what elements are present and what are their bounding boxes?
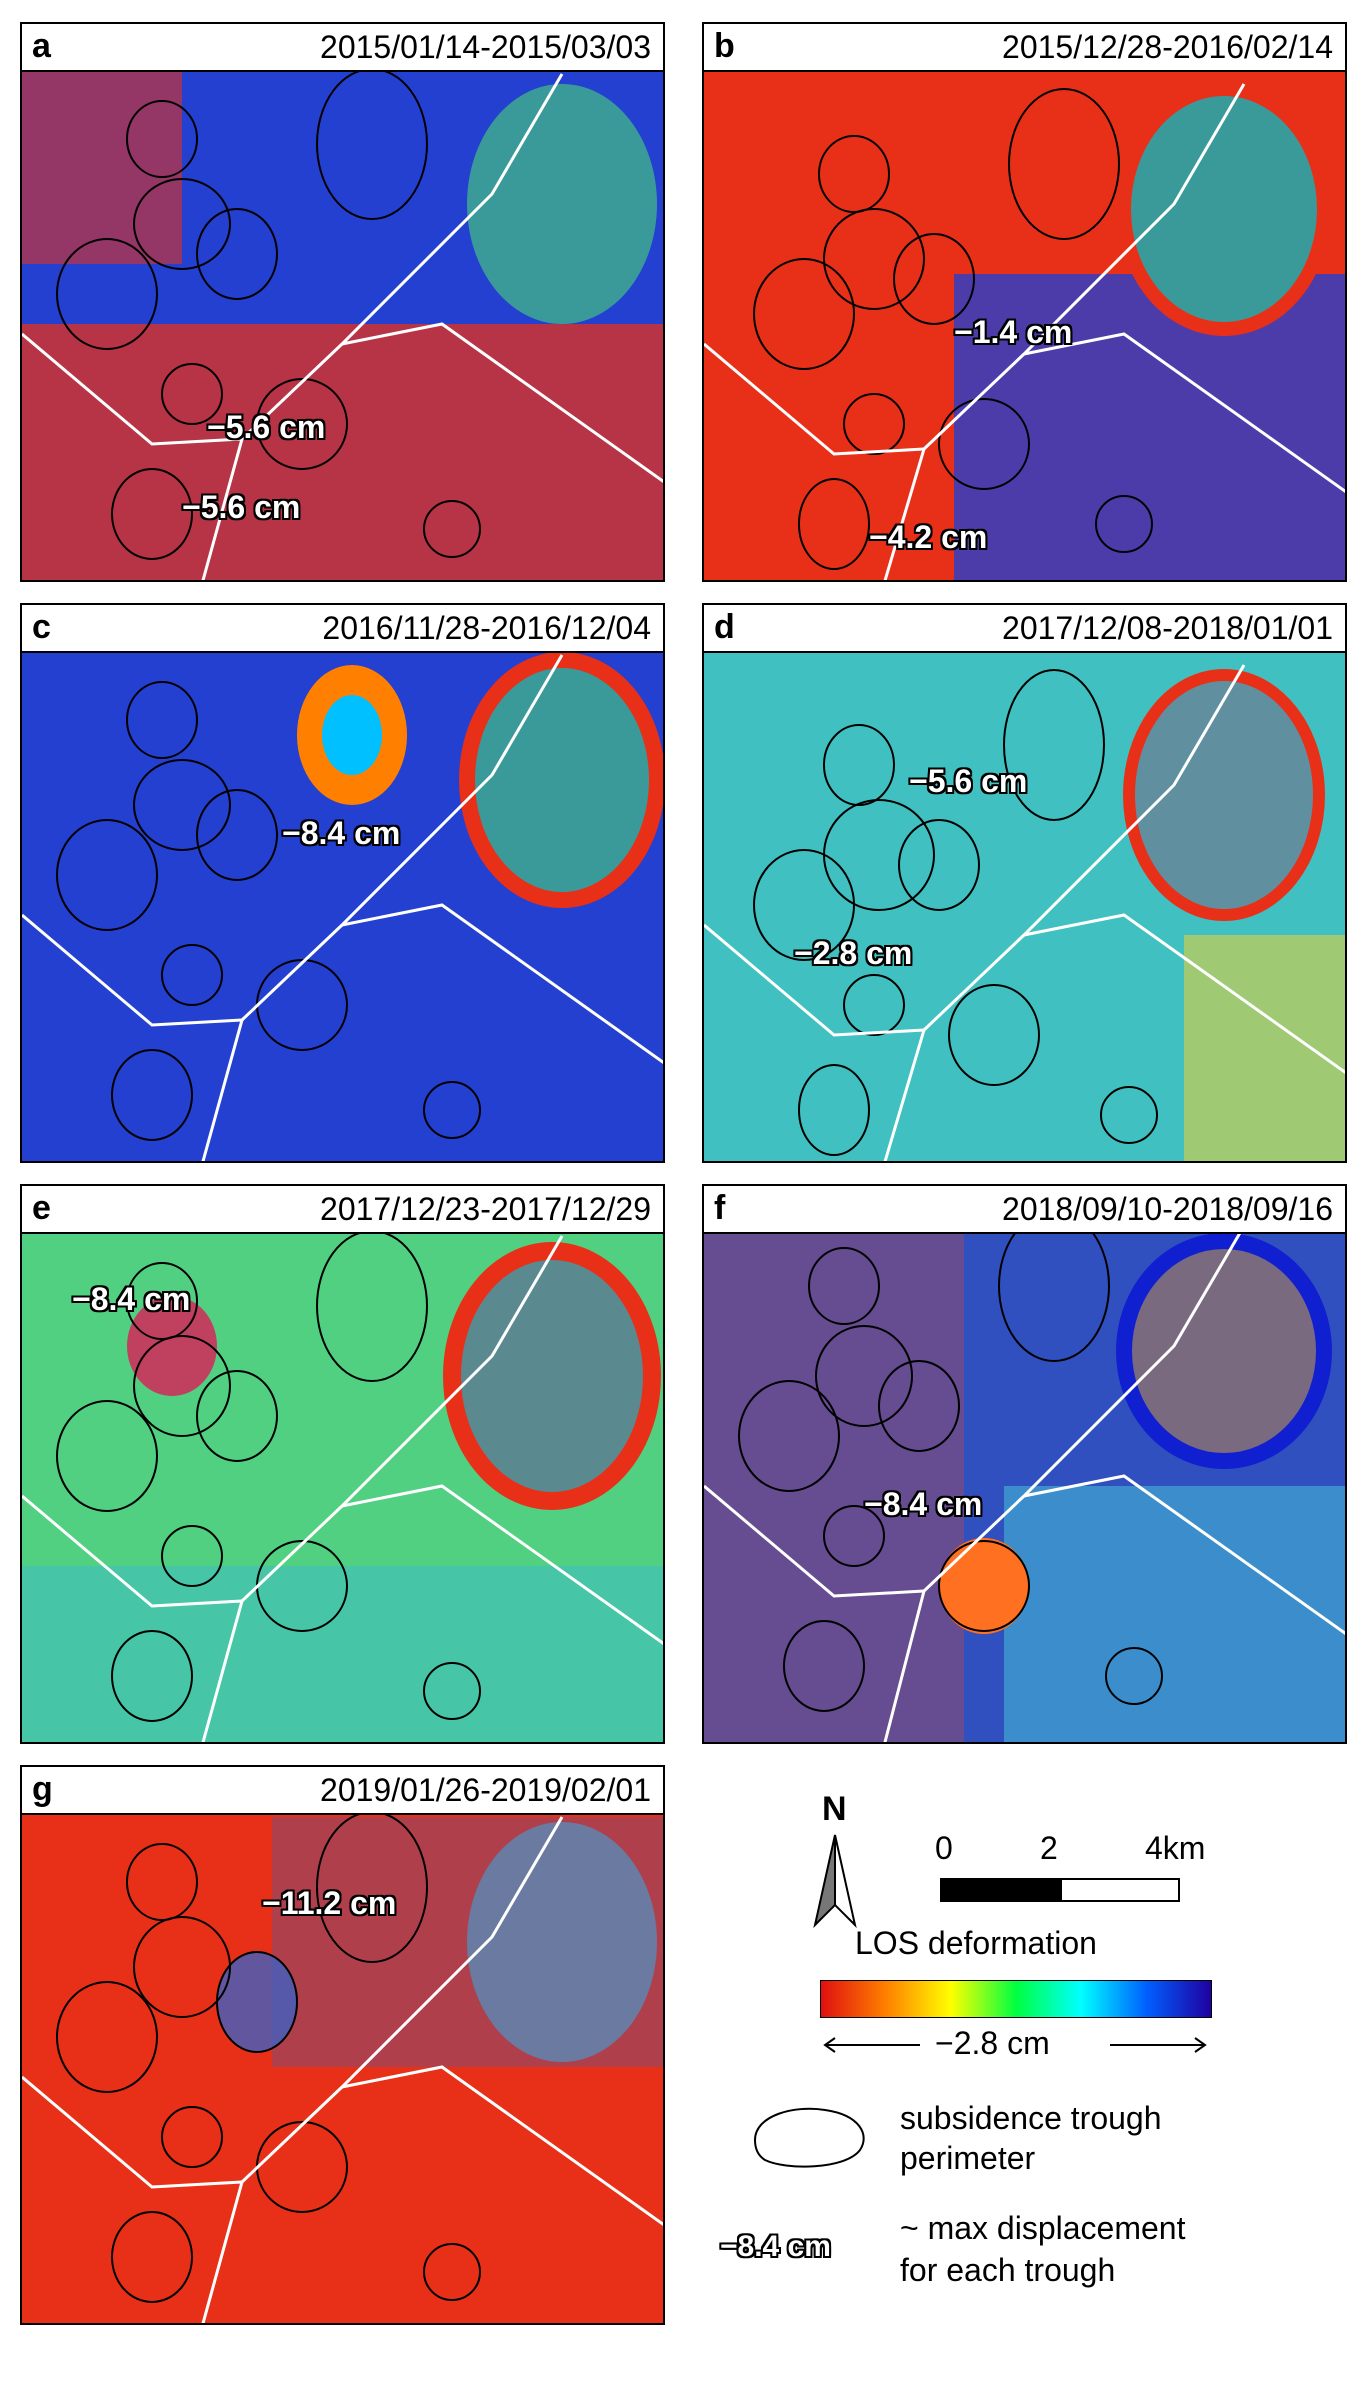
- panel-header: d 2017/12/08-2018/01/01: [704, 605, 1345, 653]
- panel-letter: d: [714, 608, 735, 646]
- panel-letter: g: [32, 1770, 53, 1808]
- colorbar-title: LOS deformation: [855, 1925, 1097, 1961]
- panel-letter: c: [32, 608, 51, 646]
- panel-letter: f: [714, 1189, 726, 1227]
- north-arrow-icon: [813, 1834, 857, 1929]
- interferogram-d: [704, 605, 1345, 1161]
- date-range: 2015/01/14-2015/03/03: [320, 29, 651, 65]
- displacement-label: −5.6 cm: [909, 763, 1028, 799]
- displacement-label: −8.4 cm: [282, 815, 401, 851]
- date-range: 2019/01/26-2019/02/01: [320, 1772, 651, 1808]
- trough-label: subsidence trough: [900, 2100, 1162, 2136]
- displacement-label: −4.2 cm: [869, 519, 988, 555]
- interferogram-f: [704, 1186, 1345, 1742]
- trough-outlines-b: [704, 83, 1345, 580]
- panel-f: f 2018/09/10-2018/09/16 −8.4 cm: [702, 1184, 1347, 1744]
- panel-letter: b: [714, 27, 735, 65]
- legend: N 0 2 4km LOS deformation −2.8 cm subsid…: [700, 1790, 1360, 2350]
- panel-header: c 2016/11/28-2016/12/04: [22, 605, 663, 653]
- trough-outlines-g: [22, 1811, 663, 2323]
- north-arrow: N: [810, 1790, 860, 1930]
- interferogram-e: [22, 1186, 663, 1742]
- date-range: 2017/12/08-2018/01/01: [1002, 610, 1333, 646]
- panel-header: b 2015/12/28-2016/02/14: [704, 24, 1345, 72]
- panel-d: d 2017/12/08-2018/01/01 −5.6 cm −2.8 cm: [702, 603, 1347, 1163]
- displacement-label: −5.6 cm: [182, 489, 301, 525]
- trough-outline-icon: [753, 2107, 865, 2168]
- colorbar-range: −2.8 cm: [820, 2025, 1210, 2065]
- panel-a: a 2015/01/14-2015/03/03 −5.6 cm −5.6 cm: [20, 22, 665, 582]
- interferogram-c: [22, 605, 663, 1161]
- panel-letter: a: [32, 27, 51, 65]
- trough-label-cont: perimeter: [900, 2140, 1036, 2176]
- trough-outlines-d: [704, 664, 1345, 1161]
- displacement-label: −8.4 cm: [864, 1486, 983, 1522]
- date-range: 2017/12/23-2017/12/29: [320, 1191, 651, 1227]
- panel-header: a 2015/01/14-2015/03/03: [22, 24, 663, 72]
- scale-tick-0: 0: [935, 1830, 953, 1866]
- scale-tick-2: 2: [1040, 1830, 1058, 1866]
- max-label: ~ max displacement: [900, 2210, 1186, 2246]
- displacement-label: −2.8 cm: [794, 935, 913, 971]
- trough-outlines-c: [22, 654, 663, 1161]
- displacement-label: −1.4 cm: [954, 314, 1073, 350]
- interferogram-g: [22, 1767, 663, 2323]
- north-label: N: [822, 1790, 847, 1828]
- trough-outlines-e: [22, 1230, 663, 1742]
- colorbar-range-label: −2.8 cm: [935, 2025, 1050, 2061]
- panel-header: g 2019/01/26-2019/02/01: [22, 1767, 663, 1815]
- scale-bar: 0 2 4km: [930, 1830, 1270, 1920]
- scale-tick-4: 4km: [1145, 1830, 1206, 1866]
- displacement-label: −8.4 cm: [72, 1281, 191, 1317]
- date-range: 2018/09/10-2018/09/16: [1002, 1191, 1333, 1227]
- panel-letter: e: [32, 1189, 51, 1227]
- date-range: 2016/11/28-2016/12/04: [322, 610, 651, 646]
- max-label-cont: for each trough: [900, 2252, 1116, 2288]
- panel-e: e 2017/12/23-2017/12/29 −8.4 cm: [20, 1184, 665, 1744]
- panel-c: c 2016/11/28-2016/12/04 −8.4 cm: [20, 603, 665, 1163]
- panel-b: b 2015/12/28-2016/02/14 −1.4 cm −4.2 cm: [702, 22, 1347, 582]
- colorbar: [820, 1980, 1212, 2018]
- panel-g: g 2019/01/26-2019/02/01 −11.2 cm: [20, 1765, 665, 2325]
- panel-header: f 2018/09/10-2018/09/16: [704, 1186, 1345, 1234]
- trough-outlines-f: [704, 1210, 1345, 1742]
- interferogram-b: [704, 24, 1345, 580]
- interferogram-a: [22, 24, 663, 580]
- date-range: 2015/12/28-2016/02/14: [1002, 29, 1333, 65]
- example-displacement: −8.4 cm: [720, 2230, 831, 2263]
- displacement-label: −5.6 cm: [207, 409, 326, 445]
- trough-outlines-a: [22, 68, 663, 580]
- panel-header: e 2017/12/23-2017/12/29: [22, 1186, 663, 1234]
- displacement-label: −11.2 cm: [262, 1885, 397, 1921]
